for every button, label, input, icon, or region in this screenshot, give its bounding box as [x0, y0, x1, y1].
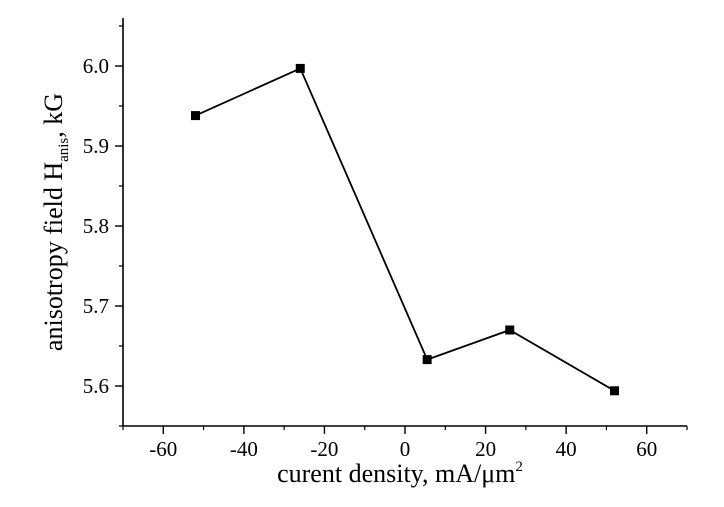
- axes: [122, 18, 687, 427]
- y-tick-label: 5.9: [83, 134, 109, 158]
- x-tick-label: 20: [475, 437, 496, 461]
- x-tick-label: 0: [400, 437, 411, 461]
- x-tick-label: -40: [230, 437, 258, 461]
- data-point: [295, 63, 305, 73]
- y-tick-label: 6.0: [83, 54, 109, 78]
- data-point: [609, 386, 619, 396]
- data-point: [422, 355, 432, 365]
- y-tick-label: 5.7: [83, 294, 109, 318]
- y-tick-label: 5.8: [83, 214, 109, 238]
- data-point: [191, 111, 201, 121]
- x-tick-label: 60: [636, 437, 657, 461]
- data-point: [505, 325, 515, 335]
- x-ticks: -60 -40 -20 0 20 40 60: [122, 426, 688, 461]
- y-axis-title: anisotropy field Hanis, kG: [39, 93, 72, 351]
- series-line-group: [195, 67, 615, 392]
- x-tick-label: -20: [310, 437, 338, 461]
- series-line: [195, 67, 615, 392]
- markers: [191, 63, 619, 396]
- y-tick-label: 5.6: [83, 374, 109, 398]
- x-axis-title: curent density, mA/μm2: [277, 459, 523, 488]
- y-ticks: 5.6 5.7 5.8 5.9 6.0: [83, 25, 123, 427]
- x-tick-label: 40: [556, 437, 577, 461]
- x-tick-label: -60: [149, 437, 177, 461]
